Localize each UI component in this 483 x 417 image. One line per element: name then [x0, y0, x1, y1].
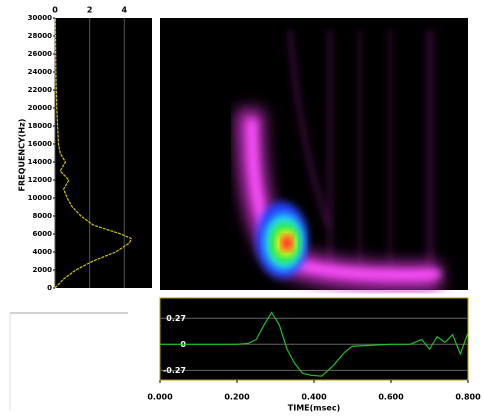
y-tick-label: 16000 — [28, 140, 52, 148]
waveform-line — [160, 311, 469, 377]
x-tick-label: 2 — [87, 6, 93, 15]
y-tick-label: 14000 — [28, 158, 52, 166]
x-tick-label: 0.000 — [147, 393, 173, 402]
x-tick-label: 0.200 — [224, 393, 250, 402]
spectrum-line — [54, 17, 132, 289]
x-tick-label: 4 — [121, 6, 127, 15]
y-tick-label: 2000 — [33, 266, 53, 274]
y-tick-label: 4000 — [33, 248, 53, 256]
y-tick-label: 18000 — [28, 122, 52, 130]
spectrum-panel — [55, 18, 152, 288]
y-tick-label: 0 — [47, 284, 52, 292]
spectrogram — [160, 18, 468, 290]
y-tick-label: -0.27 — [163, 366, 186, 375]
y-axis-title: FREQUENCY(Hz) — [18, 119, 27, 192]
y-tick-label: 22000 — [28, 86, 52, 94]
y-tick-label: 0.27 — [166, 314, 186, 323]
x-tick-label: 0 — [52, 6, 58, 15]
y-tick-label: 8000 — [33, 212, 53, 220]
x-tick-label: 0.800 — [455, 393, 481, 402]
y-tick-label: 10000 — [28, 194, 52, 202]
y-tick-label: 30000 — [28, 14, 52, 22]
x-tick-label: 0.400 — [301, 393, 327, 402]
x-axis-title: TIME(msec) — [288, 404, 340, 413]
empty-box — [9, 312, 128, 410]
waveform-panel — [159, 297, 469, 381]
y-tick-label: 26000 — [28, 50, 52, 58]
y-tick-label: 20000 — [28, 104, 52, 112]
x-tick-label: 0.600 — [378, 393, 404, 402]
y-tick-label: 28000 — [28, 32, 52, 40]
y-tick-label: 6000 — [33, 230, 53, 238]
y-tick-label: 24000 — [28, 68, 52, 76]
y-tick-label: 12000 — [28, 176, 52, 184]
